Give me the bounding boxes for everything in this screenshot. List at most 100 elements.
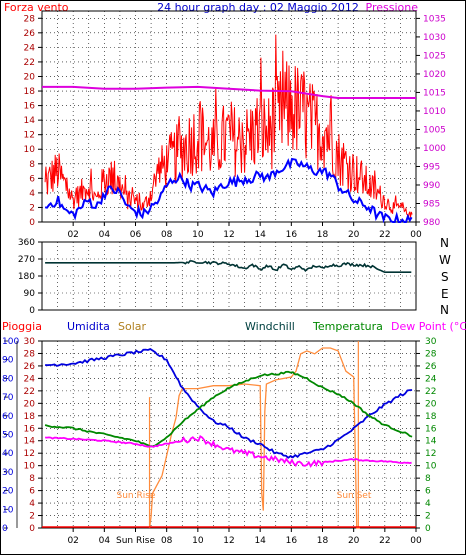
- y-rain-tick-label: 0: [29, 524, 35, 534]
- x-tick-label: 18: [317, 536, 329, 546]
- y-temperature-tick-label: 18: [425, 412, 437, 422]
- y-left-tick-label: 14: [24, 116, 36, 126]
- y-temperature-tick-label: 10: [425, 462, 437, 472]
- y-temperature-tick-label: 6: [425, 487, 431, 497]
- x-tick-label: 16: [286, 536, 298, 546]
- x-tick-label: 10: [192, 536, 204, 546]
- humidity-line: [45, 347, 413, 459]
- y-humidity-tick-label: 90: [2, 356, 14, 366]
- compass-e: E: [441, 287, 449, 301]
- y-direction-tick-label: 90: [24, 289, 36, 299]
- y-humidity-tick-label: 70: [2, 393, 14, 403]
- legend-solar: Solar: [118, 320, 147, 333]
- climate-panel-series: [42, 341, 416, 529]
- x-tick-label: 08: [161, 536, 173, 546]
- y-humidity-tick-label: 60: [2, 412, 14, 422]
- climate-panel-axes: 0102030405060708090100024681012141618202…: [2, 337, 437, 546]
- y-humidity-tick-label: 20: [2, 487, 14, 497]
- x-tick-label: 00: [410, 230, 422, 240]
- dewpoint-line: [45, 434, 412, 468]
- x-tick-label: 14: [254, 230, 266, 240]
- y-right-tick-label: 1020: [423, 70, 446, 80]
- y-rain-tick-label: 16: [24, 424, 36, 434]
- y-rain-tick-label: 6: [29, 487, 35, 497]
- y-humidity-tick-label: 40: [2, 449, 14, 459]
- x-tick-label: 10: [192, 230, 204, 240]
- y-left-tick-label: 8: [29, 160, 35, 170]
- y-temperature-tick-label: 24: [425, 374, 437, 384]
- y-right-tick-label: 1000: [423, 144, 446, 154]
- x-tick-label: Sun Rise: [116, 536, 155, 546]
- legend-temperature: Temperatura: [312, 320, 383, 333]
- y-direction-tick-label: 0: [29, 306, 35, 316]
- compass-s: S: [441, 270, 449, 284]
- y-temperature-tick-label: 12: [425, 449, 436, 459]
- pressure-line: [42, 85, 416, 99]
- y-left-tick-label: 2: [29, 203, 35, 213]
- y-left-tick-label: 10: [24, 145, 36, 155]
- y-right-tick-label: 990: [423, 181, 440, 191]
- x-tick-label: 04: [99, 230, 111, 240]
- compass-n-bottom: N: [440, 303, 449, 317]
- legend-windchill: Windchill: [245, 320, 295, 333]
- y-temperature-tick-label: 28: [425, 349, 437, 359]
- y-left-tick-label: 26: [24, 29, 36, 39]
- y-left-tick-label: 6: [29, 174, 35, 184]
- y-direction-tick-label: 270: [18, 255, 35, 265]
- y-right-tick-label: 985: [423, 199, 440, 209]
- y-rain-tick-label: 22: [24, 387, 35, 397]
- direction-panel-series: [45, 260, 412, 273]
- y-temperature-tick-label: 4: [425, 499, 431, 509]
- wind-panel-axes: 0246810121416182022242628980985990995100…: [24, 14, 447, 240]
- y-right-tick-label: 980: [423, 218, 440, 228]
- y-rain-tick-label: 20: [24, 399, 36, 409]
- y-temperature-tick-label: 2: [425, 512, 431, 522]
- direction-panel-grid: [42, 242, 416, 310]
- graph-title: 24 hour graph day : 02 Maggio 2012: [157, 1, 359, 14]
- y-rain-tick-label: 4: [29, 499, 35, 509]
- x-tick-label: 00: [410, 536, 422, 546]
- x-tick-label: 20: [348, 536, 360, 546]
- y-right-tick-label: 1025: [423, 51, 446, 61]
- x-tick-label: 04: [99, 536, 111, 546]
- y-left-tick-label: 0: [29, 218, 35, 228]
- x-tick-label: 22: [379, 536, 390, 546]
- compass-n-top: N: [440, 236, 449, 250]
- wind-gust-line: [44, 34, 413, 218]
- y-left-tick-label: 18: [24, 87, 36, 97]
- y-left-tick-label: 24: [24, 43, 36, 53]
- y-temperature-tick-label: 22: [425, 387, 436, 397]
- y-rain-tick-label: 30: [24, 337, 36, 347]
- x-tick-label: 18: [317, 230, 329, 240]
- y-rain-tick-label: 2: [29, 512, 35, 522]
- x-tick-label: 02: [67, 536, 78, 546]
- y-right-tick-label: 1010: [423, 107, 446, 117]
- direction-panel-axes: 0 90 180 270 360: [18, 238, 42, 316]
- y-humidity-tick-label: 50: [2, 431, 14, 441]
- y-rain-tick-label: 10: [24, 462, 36, 472]
- x-tick-label: 20: [348, 230, 360, 240]
- y-direction-tick-label: 180: [18, 272, 35, 282]
- y-temperature-tick-label: 20: [425, 399, 437, 409]
- legend-rain: Pioggia: [2, 320, 42, 333]
- y-rain-tick-label: 26: [24, 362, 36, 372]
- x-tick-label: 08: [161, 230, 173, 240]
- y-left-tick-label: 22: [24, 58, 35, 68]
- wind-direction-line: [45, 260, 412, 273]
- y-rain-tick-label: 14: [24, 437, 36, 447]
- y-humidity-tick-label: 0: [2, 524, 8, 534]
- y-temperature-tick-label: 30: [425, 337, 437, 347]
- y-rain-tick-label: 12: [24, 449, 35, 459]
- x-tick-label: 12: [223, 536, 234, 546]
- y-direction-tick-label: 360: [18, 238, 35, 248]
- x-tick-label: 14: [254, 536, 266, 546]
- y-right-tick-label: 1005: [423, 125, 446, 135]
- legend-dewpoint: Dew Point (°C): [391, 320, 466, 333]
- y-humidity-tick-label: 10: [2, 505, 14, 515]
- x-tick-label: 06: [130, 230, 142, 240]
- wind-average-line: [44, 157, 413, 224]
- y-right-tick-label: 1035: [423, 14, 446, 24]
